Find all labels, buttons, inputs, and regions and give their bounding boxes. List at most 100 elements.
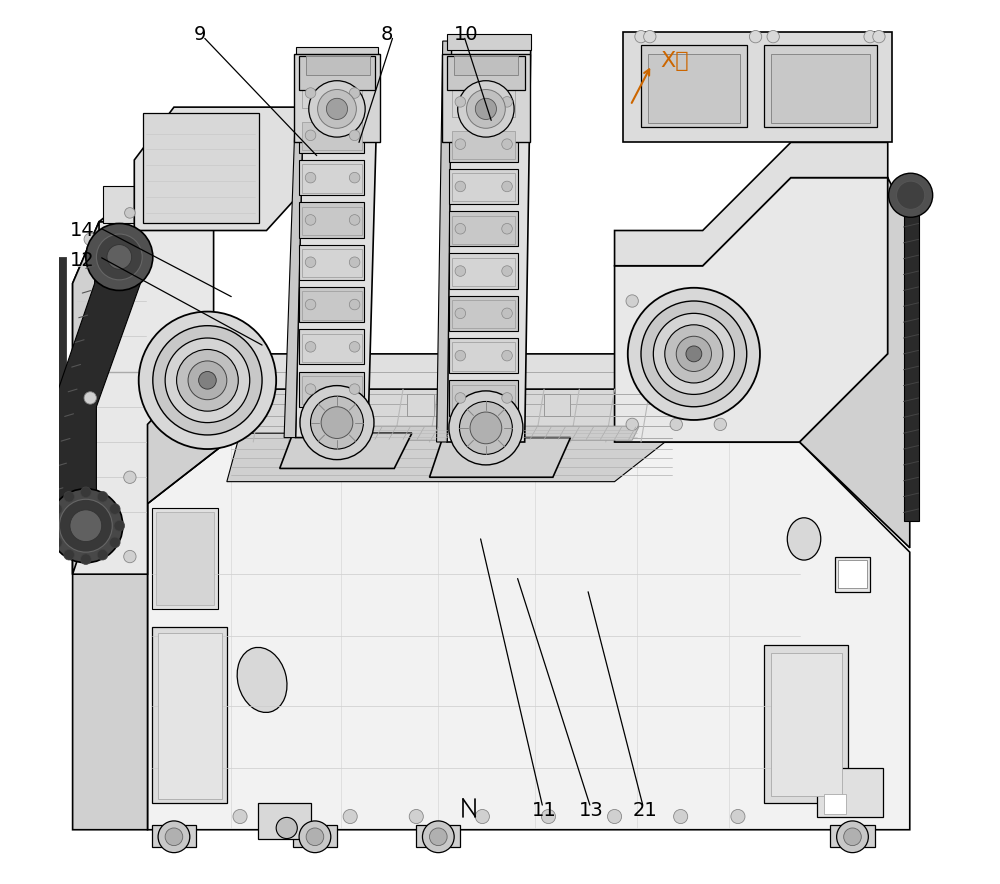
- Text: 10: 10: [454, 26, 479, 44]
- Bar: [302, 122, 362, 150]
- Bar: [449, 126, 518, 162]
- Bar: [299, 118, 364, 153]
- Bar: [835, 557, 870, 591]
- Circle shape: [158, 821, 190, 853]
- Bar: [544, 393, 570, 415]
- Circle shape: [502, 392, 512, 403]
- Circle shape: [349, 341, 360, 352]
- Bar: [817, 768, 883, 817]
- Bar: [299, 160, 364, 195]
- Circle shape: [311, 396, 363, 449]
- Circle shape: [97, 550, 108, 560]
- Circle shape: [626, 418, 638, 431]
- Circle shape: [64, 550, 74, 560]
- Bar: [407, 393, 434, 415]
- Polygon shape: [296, 54, 378, 438]
- Bar: [449, 380, 518, 415]
- Bar: [447, 56, 525, 89]
- Polygon shape: [73, 222, 99, 575]
- Bar: [838, 560, 867, 588]
- Text: 9: 9: [193, 26, 206, 44]
- Circle shape: [52, 504, 62, 514]
- Circle shape: [455, 308, 466, 318]
- Circle shape: [305, 172, 316, 183]
- Circle shape: [47, 521, 58, 531]
- Circle shape: [165, 338, 250, 423]
- Circle shape: [326, 98, 348, 119]
- Polygon shape: [800, 178, 910, 548]
- Circle shape: [714, 295, 726, 307]
- Circle shape: [686, 346, 702, 362]
- Circle shape: [305, 300, 316, 309]
- Polygon shape: [430, 438, 570, 477]
- Circle shape: [70, 510, 102, 542]
- Ellipse shape: [787, 518, 821, 560]
- Polygon shape: [99, 187, 266, 222]
- Bar: [452, 385, 515, 413]
- Bar: [302, 249, 362, 278]
- Bar: [452, 131, 515, 159]
- Circle shape: [124, 233, 136, 246]
- Polygon shape: [280, 433, 412, 469]
- Circle shape: [343, 810, 357, 824]
- Bar: [447, 34, 531, 50]
- Text: 13: 13: [579, 801, 604, 819]
- Circle shape: [59, 499, 112, 552]
- Circle shape: [837, 821, 868, 853]
- Bar: [824, 795, 846, 814]
- Polygon shape: [55, 257, 66, 530]
- Circle shape: [731, 810, 745, 824]
- Polygon shape: [52, 250, 143, 530]
- Bar: [449, 211, 518, 247]
- Text: 8: 8: [381, 26, 393, 44]
- Circle shape: [676, 336, 711, 371]
- Polygon shape: [227, 389, 676, 442]
- Circle shape: [349, 257, 360, 268]
- Polygon shape: [615, 354, 888, 442]
- Bar: [296, 47, 378, 63]
- Bar: [771, 54, 870, 123]
- Bar: [258, 804, 311, 839]
- Polygon shape: [284, 54, 304, 438]
- Circle shape: [64, 492, 74, 502]
- Circle shape: [305, 257, 316, 268]
- Circle shape: [644, 30, 656, 42]
- Circle shape: [300, 385, 374, 460]
- Bar: [648, 54, 740, 123]
- Circle shape: [626, 295, 638, 307]
- Bar: [449, 338, 518, 373]
- Bar: [416, 826, 460, 848]
- Circle shape: [608, 810, 622, 824]
- Polygon shape: [437, 41, 452, 442]
- Circle shape: [670, 418, 682, 431]
- Bar: [452, 173, 515, 202]
- Bar: [302, 164, 362, 193]
- Circle shape: [81, 487, 91, 498]
- Circle shape: [749, 30, 762, 42]
- Bar: [302, 376, 362, 404]
- Text: 12: 12: [70, 251, 95, 270]
- Bar: [299, 56, 375, 89]
- Circle shape: [455, 224, 466, 234]
- Ellipse shape: [237, 647, 287, 713]
- Bar: [302, 292, 362, 319]
- Bar: [103, 187, 214, 224]
- Circle shape: [305, 341, 316, 352]
- Circle shape: [114, 521, 125, 531]
- Circle shape: [124, 551, 136, 563]
- Circle shape: [714, 418, 726, 431]
- Bar: [452, 342, 515, 370]
- Circle shape: [502, 181, 512, 192]
- Bar: [152, 508, 218, 609]
- Circle shape: [641, 301, 747, 407]
- Circle shape: [635, 30, 647, 42]
- Circle shape: [165, 828, 183, 846]
- Circle shape: [767, 30, 779, 42]
- Circle shape: [276, 818, 297, 839]
- Circle shape: [502, 266, 512, 277]
- Text: 11: 11: [532, 801, 556, 819]
- Circle shape: [541, 810, 556, 824]
- Polygon shape: [615, 142, 888, 266]
- Circle shape: [459, 401, 512, 454]
- Circle shape: [674, 810, 688, 824]
